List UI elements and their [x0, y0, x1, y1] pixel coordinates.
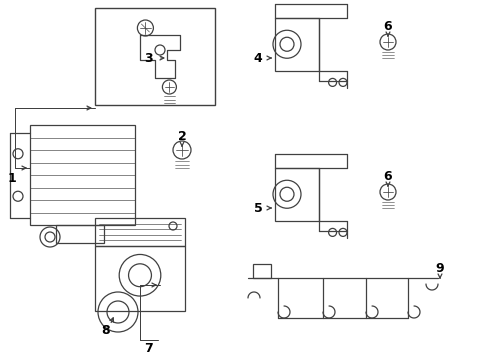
Bar: [56, 225, 103, 243]
Bar: [95, 8, 215, 105]
Bar: [95, 218, 185, 246]
Bar: [275, 18, 319, 71]
Text: 1: 1: [8, 171, 16, 184]
Text: 5: 5: [254, 202, 262, 215]
Text: 2: 2: [178, 130, 186, 143]
Bar: [95, 246, 185, 311]
Bar: [275, 168, 319, 220]
Text: 4: 4: [254, 51, 262, 64]
Text: 9: 9: [436, 261, 444, 274]
Text: 7: 7: [144, 342, 152, 355]
Text: 6: 6: [384, 19, 392, 32]
Bar: [30, 125, 135, 225]
Bar: [253, 264, 271, 278]
Text: 3: 3: [144, 51, 152, 64]
Text: 6: 6: [384, 170, 392, 183]
Text: 8: 8: [102, 324, 110, 337]
